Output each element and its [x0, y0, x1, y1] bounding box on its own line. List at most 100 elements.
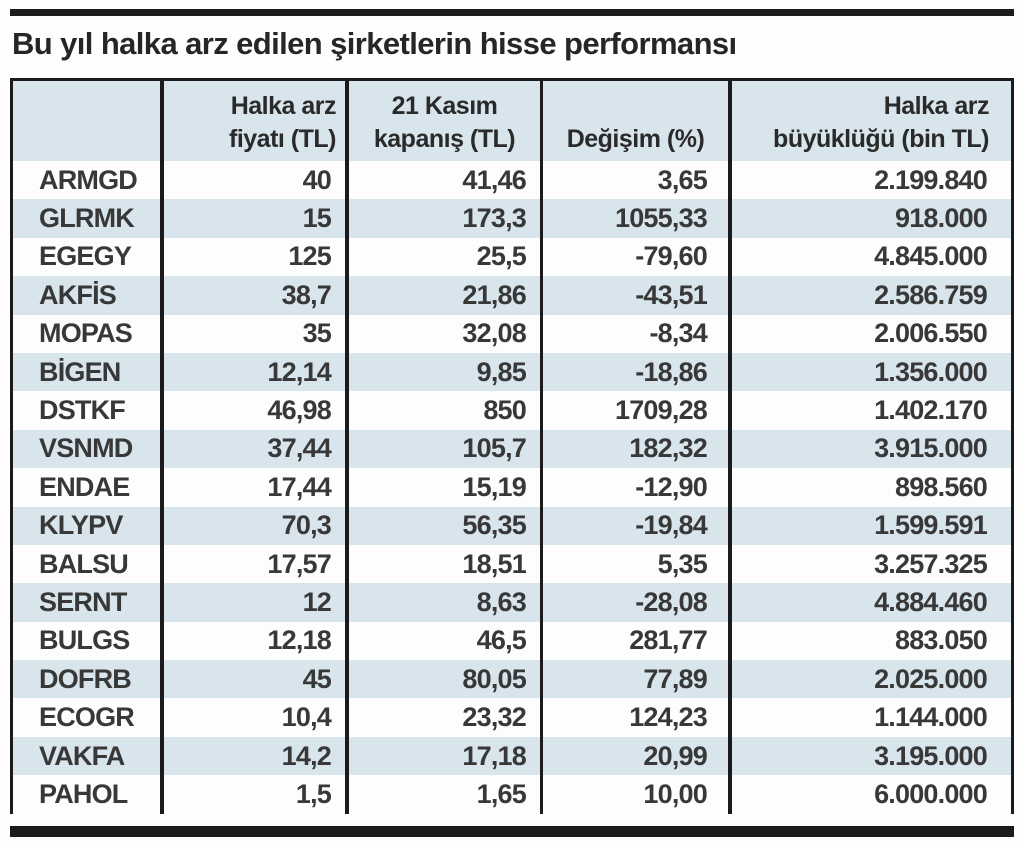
table-row: ARMGD 40 41,46 3,65 2.199.840	[13, 161, 1011, 200]
close-price-cell: 9,85	[345, 352, 540, 392]
ticker-cell: AKFİS	[39, 279, 117, 310]
change-pct-cell: 3,65	[540, 161, 728, 200]
close-price-cell: 32,08	[345, 314, 540, 353]
table-row: ECOGR 10,4 23,32 124,23 1.144.000	[13, 698, 1011, 737]
close-price-cell: 105,7	[345, 429, 540, 469]
header-line: büyüklüğü (bin TL)	[773, 124, 989, 153]
header-line: kapanış (TL)	[373, 124, 516, 153]
page-title: Bu yıl halka arz edilen şirketlerin hiss…	[12, 26, 737, 61]
ticker-cell: DSTKF	[39, 395, 126, 426]
close-price-cell: 46,5	[345, 621, 540, 661]
ipo-price-cell: 46,98	[160, 391, 345, 430]
table-header-row: Halka arz fiyatı (TL) 21 Kasım kapanış (…	[13, 81, 1011, 161]
header-line: Halka arz	[883, 92, 990, 120]
close-price-cell: 18,51	[345, 544, 540, 584]
change-pct-cell: 124,23	[540, 698, 728, 737]
bottom-rule	[10, 826, 1014, 837]
header-line: fiyatı (TL)	[229, 124, 337, 153]
ipo-price-cell: 40	[160, 161, 345, 200]
header-change-pct: Değişim (%)	[540, 81, 728, 161]
change-pct-cell: 281,77	[540, 621, 728, 661]
header-ticker	[13, 81, 160, 161]
ipo-price-cell: 14,2	[160, 736, 345, 776]
close-price-cell: 25,5	[345, 237, 540, 277]
ipo-size-cell: 3.195.000	[728, 736, 1011, 776]
ipo-price-cell: 125	[160, 237, 345, 277]
ipo-size-cell: 1.599.591	[728, 506, 1011, 545]
header-line: 21 Kasım	[391, 92, 498, 120]
change-pct-cell: -8,34	[540, 314, 728, 353]
ticker-cell: MOPAS	[39, 318, 133, 349]
ticker-cell: KLYPV	[39, 510, 123, 541]
change-pct-cell: -79,60	[540, 237, 728, 277]
header-line: Değişim (%)	[566, 124, 705, 153]
ipo-size-cell: 1.402.170	[728, 391, 1011, 430]
table-row: EGEGY 125 25,5 -79,60 4.845.000	[13, 237, 1011, 277]
table-row: PAHOL 1,5 1,65 10,00 6.000.000	[13, 775, 1011, 814]
close-price-cell: 23,32	[345, 698, 540, 737]
ipo-price-cell: 15	[160, 199, 345, 238]
change-pct-cell: -19,84	[540, 506, 728, 545]
top-rule	[10, 9, 1014, 16]
ticker-cell: VSNMD	[39, 433, 133, 464]
ipo-size-cell: 1.144.000	[728, 698, 1011, 737]
ticker-cell: BİGEN	[39, 356, 121, 387]
change-pct-cell: -28,08	[540, 583, 728, 622]
change-pct-cell: 20,99	[540, 736, 728, 776]
ipo-price-cell: 17,57	[160, 544, 345, 584]
header-ipo-price: Halka arz fiyatı (TL)	[160, 81, 345, 161]
table-row: KLYPV 70,3 56,35 -19,84 1.599.591	[13, 506, 1011, 545]
change-pct-cell: -43,51	[540, 276, 728, 315]
ipo-size-cell: 1.356.000	[728, 352, 1011, 392]
close-price-cell: 41,46	[345, 161, 540, 200]
ticker-cell: SERNT	[39, 586, 127, 617]
header-line: Halka arz	[230, 92, 337, 120]
ticker-cell: PAHOL	[39, 778, 128, 809]
ipo-price-cell: 12	[160, 583, 345, 622]
ipo-size-cell: 3.257.325	[728, 544, 1011, 584]
table-row: AKFİS 38,7 21,86 -43,51 2.586.759	[13, 276, 1011, 315]
ipo-size-cell: 2.025.000	[728, 660, 1011, 699]
ipo-price-cell: 12,14	[160, 352, 345, 392]
close-price-cell: 8,63	[345, 583, 540, 622]
ipo-size-cell: 2.006.550	[728, 314, 1011, 353]
table-row: SERNT 12 8,63 -28,08 4.884.460	[13, 583, 1011, 622]
ticker-cell: BALSU	[39, 548, 129, 579]
close-price-cell: 173,3	[345, 199, 540, 238]
header-close-price: 21 Kasım kapanış (TL)	[345, 81, 540, 161]
change-pct-cell: -12,90	[540, 468, 728, 507]
ipo-size-cell: 3.915.000	[728, 429, 1011, 469]
table-row: BULGS 12,18 46,5 281,77 883.050	[13, 621, 1011, 661]
close-price-cell: 850	[345, 391, 540, 430]
change-pct-cell: 10,00	[540, 775, 728, 814]
close-price-cell: 15,19	[345, 468, 540, 507]
table-row: DOFRB 45 80,05 77,89 2.025.000	[13, 660, 1011, 699]
ipo-size-cell: 898.560	[728, 468, 1011, 507]
ipo-size-cell: 883.050	[728, 621, 1011, 661]
close-price-cell: 80,05	[345, 660, 540, 699]
table-row: DSTKF 46,98 850 1709,28 1.402.170	[13, 391, 1011, 430]
table-row: VSNMD 37,44 105,7 182,32 3.915.000	[13, 429, 1011, 469]
change-pct-cell: 77,89	[540, 660, 728, 699]
change-pct-cell: 182,32	[540, 429, 728, 469]
header-ipo-size: Halka arz büyüklüğü (bin TL)	[728, 81, 1011, 161]
close-price-cell: 1,65	[345, 775, 540, 814]
ticker-cell: ECOGR	[39, 702, 135, 733]
ticker-cell: BULGS	[39, 625, 130, 656]
table-row: BALSU 17,57 18,51 5,35 3.257.325	[13, 544, 1011, 584]
change-pct-cell: 1709,28	[540, 391, 728, 430]
change-pct-cell: -18,86	[540, 352, 728, 392]
table-row: VAKFA 14,2 17,18 20,99 3.195.000	[13, 736, 1011, 776]
ipo-size-cell: 6.000.000	[728, 775, 1011, 814]
ipo-performance-table: Halka arz fiyatı (TL) 21 Kasım kapanış (…	[10, 78, 1014, 814]
table-row: ENDAE 17,44 15,19 -12,90 898.560	[13, 468, 1011, 507]
ipo-price-cell: 37,44	[160, 429, 345, 469]
ipo-size-cell: 918.000	[728, 199, 1011, 238]
table-row: MOPAS 35 32,08 -8,34 2.006.550	[13, 314, 1011, 353]
change-pct-cell: 1055,33	[540, 199, 728, 238]
ipo-price-cell: 10,4	[160, 698, 345, 737]
close-price-cell: 56,35	[345, 506, 540, 545]
ticker-cell: EGEGY	[39, 241, 132, 272]
table-row: GLRMK 15 173,3 1055,33 918.000	[13, 199, 1011, 238]
ticker-cell: ENDAE	[39, 471, 130, 502]
